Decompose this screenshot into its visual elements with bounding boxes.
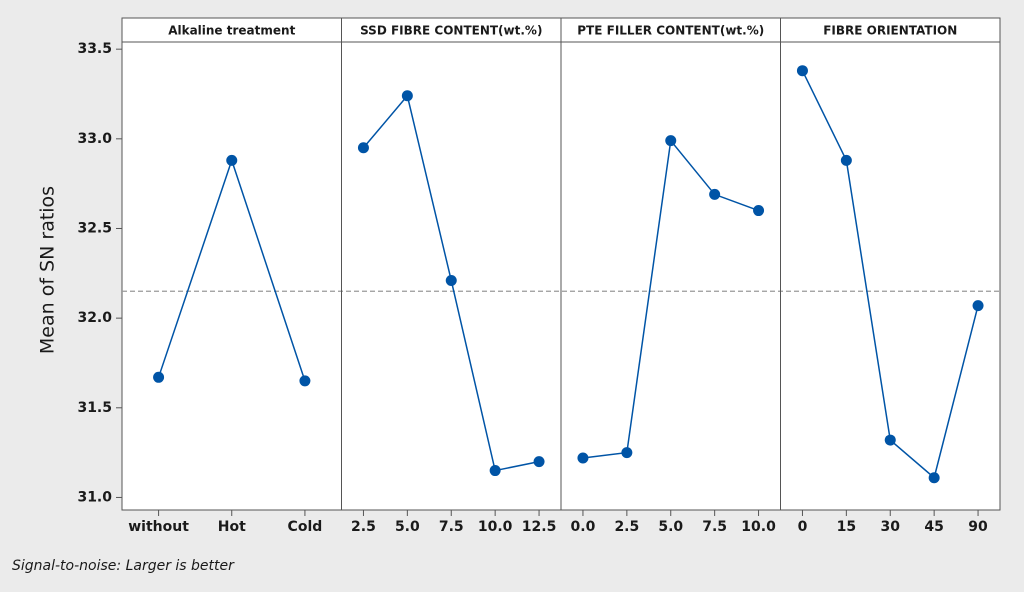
data-point bbox=[928, 472, 940, 484]
data-point bbox=[972, 300, 984, 312]
data-point bbox=[840, 154, 852, 166]
footnote: Signal-to-noise: Larger is better bbox=[12, 558, 235, 574]
panel-title: FIBRE ORIENTATION bbox=[823, 24, 957, 38]
y-tick-label: 32.5 bbox=[77, 220, 112, 236]
panel-header bbox=[780, 17, 1001, 43]
x-tick-label: 0.0 bbox=[571, 519, 596, 535]
y-tick-label: 33.5 bbox=[77, 41, 112, 57]
y-tick-label: 31.0 bbox=[77, 489, 112, 505]
data-point bbox=[577, 452, 589, 464]
y-axis-label: Mean of SN ratios bbox=[37, 186, 59, 354]
x-tick-label: Cold bbox=[288, 519, 323, 535]
x-tick-label: 5.0 bbox=[395, 519, 420, 535]
x-tick-label: 10.0 bbox=[741, 519, 776, 535]
data-point bbox=[357, 142, 369, 154]
data-point bbox=[153, 371, 165, 383]
x-tick-label: 45 bbox=[924, 519, 943, 535]
data-point bbox=[489, 465, 501, 477]
data-point bbox=[884, 434, 896, 446]
y-tick-label: 32.0 bbox=[77, 310, 112, 326]
x-tick-label: Hot bbox=[218, 519, 246, 535]
data-point bbox=[621, 447, 633, 459]
x-tick-label: without bbox=[128, 519, 189, 535]
data-point bbox=[401, 90, 413, 102]
data-point bbox=[753, 205, 765, 217]
panel-header bbox=[560, 17, 781, 43]
panel-title: PTE FILLER CONTENT(wt.%) bbox=[577, 24, 764, 38]
data-point bbox=[796, 65, 808, 77]
x-tick-label: 7.5 bbox=[702, 519, 727, 535]
x-tick-label: 30 bbox=[881, 519, 901, 535]
y-tick-label: 31.5 bbox=[77, 400, 112, 416]
y-tick-label: 33.0 bbox=[77, 131, 112, 147]
x-tick-label: 15 bbox=[837, 519, 856, 535]
panel-title: SSD FIBRE CONTENT(wt.%) bbox=[360, 24, 542, 38]
x-tick-label: 7.5 bbox=[439, 519, 464, 535]
data-point bbox=[533, 456, 545, 468]
panel-header bbox=[121, 17, 342, 43]
data-point bbox=[226, 154, 238, 166]
data-point bbox=[445, 274, 457, 286]
data-point bbox=[665, 135, 677, 147]
x-tick-label: 10.0 bbox=[478, 519, 513, 535]
x-tick-label: 5.0 bbox=[658, 519, 683, 535]
x-tick-label: 2.5 bbox=[614, 519, 639, 535]
data-point bbox=[299, 375, 311, 387]
x-tick-label: 2.5 bbox=[351, 519, 376, 535]
data-point bbox=[709, 188, 721, 200]
x-tick-label: 12.5 bbox=[522, 519, 557, 535]
panel-title: Alkaline treatment bbox=[168, 24, 295, 38]
x-tick-label: 90 bbox=[968, 519, 988, 535]
x-tick-label: 0 bbox=[798, 519, 808, 535]
